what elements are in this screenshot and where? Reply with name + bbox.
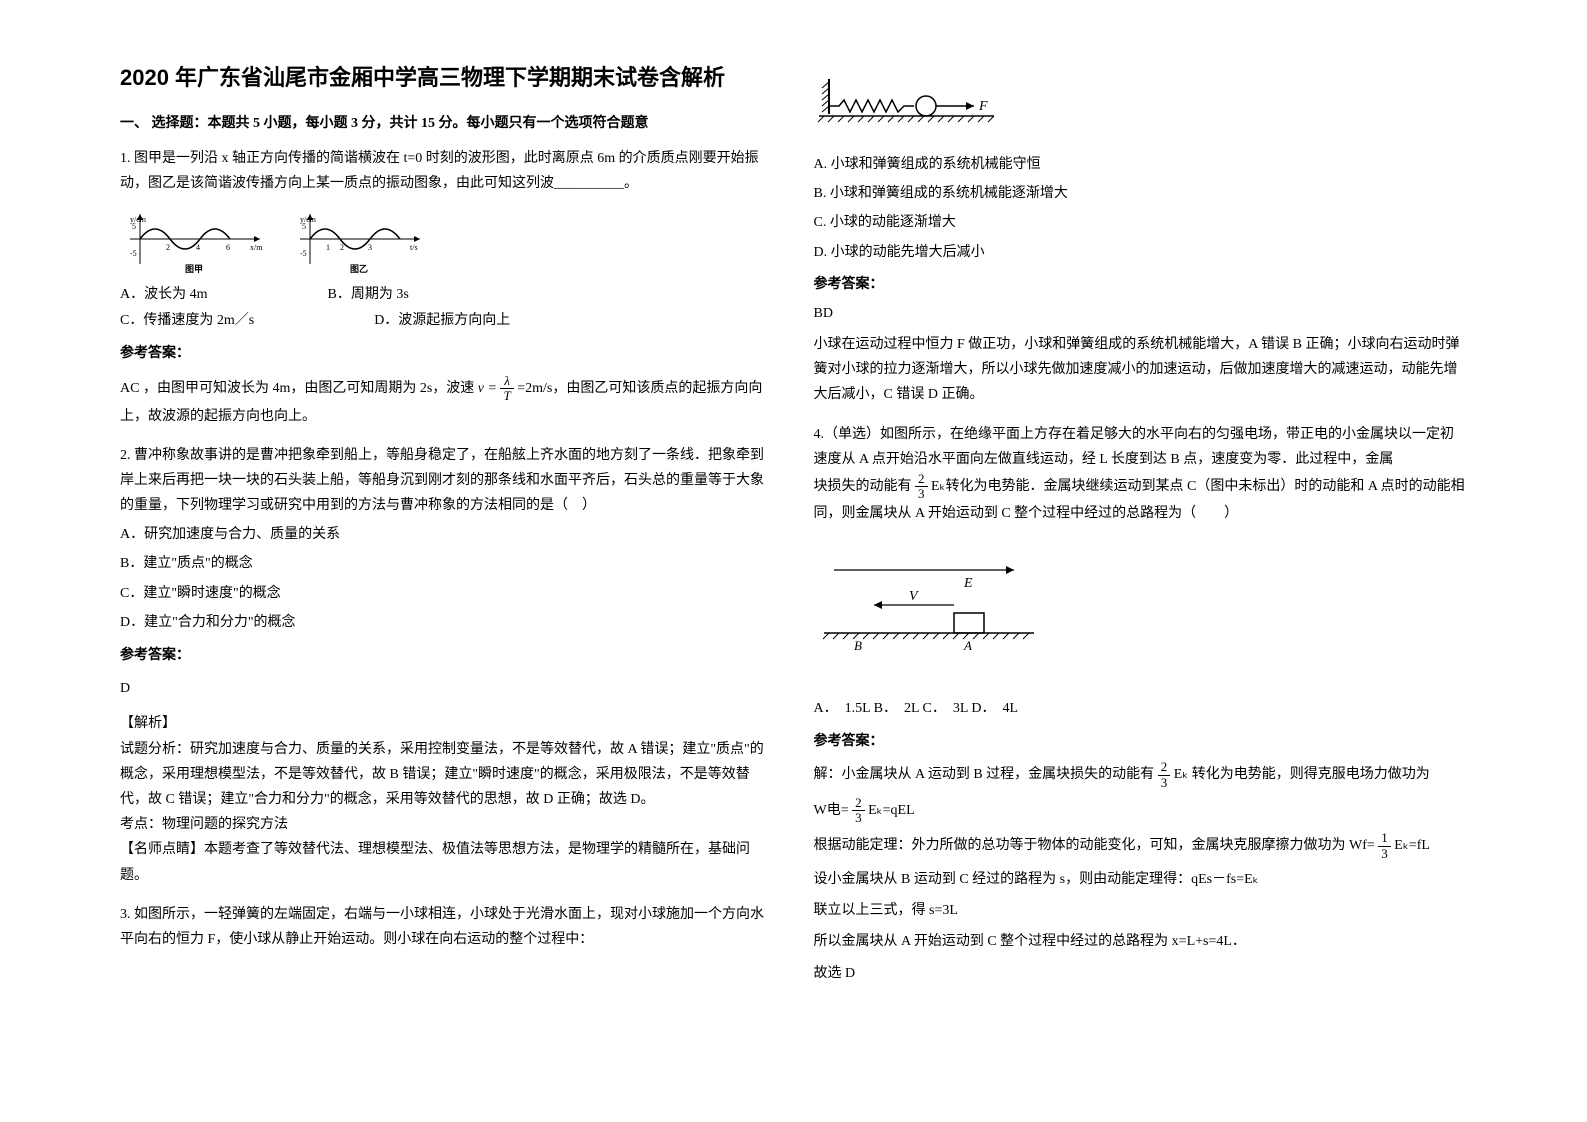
q4-optC: C． 3L: [923, 701, 968, 716]
wave1-x6: 6: [226, 243, 230, 252]
field-A: A: [963, 638, 972, 653]
wave2-x1: 1: [326, 243, 330, 252]
q3-optC: C. 小球的动能逐渐增大: [814, 210, 1468, 235]
q2-analysis-label: 【解析】: [120, 711, 774, 736]
field-E: E: [963, 576, 973, 591]
q4-frac23a: 23: [915, 472, 928, 502]
q1-answer-head: AC ，由图甲可知波长为 4m，由图乙可知周期为 2s，波速: [120, 381, 478, 396]
q3-optA: A. 小球和弹簧组成的系统机械能守恒: [814, 152, 1468, 177]
q4-frac23b: 23: [1158, 760, 1171, 790]
spring-svg: F: [814, 74, 1014, 129]
q4-sol-p5: 联立以上三式，得 s=3L: [814, 898, 1468, 923]
wave1-tick-5: -5: [130, 249, 137, 258]
q4-stem-p2-post: Eₖ转化为电势能．金属块继续运动到某点 C（图中未标出）时的动能和 A 点时的动…: [814, 479, 1465, 522]
q4-options: A． 1.5L B． 2L C． 3L D． 4L: [814, 696, 1468, 721]
q1-optD: D．波源起振方向向上: [374, 308, 510, 333]
section-1-header: 一、 选择题：本题共 5 小题，每小题 3 分，共计 15 分。每小题只有一个选…: [120, 112, 774, 132]
q4-sol-p1-pre: 解：小金属块从 A 运动到 B 过程，金属块损失的动能有: [814, 767, 1155, 782]
wave-graphs-svg: y/cm x/m 5 -5 2 4 6 图甲 y/cm: [120, 204, 440, 274]
q4-sol-p7: 故选 D: [814, 961, 1468, 986]
field-B: B: [854, 638, 862, 653]
q1-formula: v = λT: [478, 381, 514, 396]
q4-frac23c: 23: [852, 796, 865, 826]
q2-optA: A．研究加速度与合力、质量的关系: [120, 522, 774, 547]
q1-optB: B．周期为 3s: [328, 282, 409, 307]
document-title: 2020 年广东省汕尾市金厢中学高三物理下学期期末试卷含解析: [120, 60, 774, 92]
field-V: V: [909, 589, 919, 604]
q2-analysis-p1: 试题分析：研究加速度与合力、质量的关系，采用控制变量法，不是等效替代，故 A 错…: [120, 737, 774, 813]
q4-sol-p2-post: Eₖ=qEL: [868, 803, 915, 818]
q2-optC: C．建立"瞬时速度"的概念: [120, 581, 774, 606]
q1-options-row2: C．传播速度为 2m／s D．波源起振方向向上: [120, 308, 774, 333]
q4-stem-p1: 4.（单选）如图所示，在绝缘平面上方存在着足够大的水平向右的匀强电场，带正电的小…: [814, 422, 1468, 472]
question-1: 1. 图甲是一列沿 x 轴正方向传播的简谐横波在 t=0 时刻的波形图，此时离原…: [120, 146, 774, 429]
q4-sol-p1-post: Eₖ 转化为电势能，则得克服电场力做功为: [1174, 767, 1430, 782]
right-column: F A. 小球和弹簧组成的系统机械能守恒 B. 小球和弹簧组成的系统机械能逐渐增…: [794, 60, 1488, 1062]
q2-dianping: 【名师点睛】本题考查了等效替代法、理想模型法、极值法等思想方法，是物理学的精髓所…: [120, 837, 774, 887]
question-2: 2. 曹冲称象故事讲的是曹冲把象牵到船上，等船身稳定了，在船舷上齐水面的地方刻了…: [120, 443, 774, 888]
q1-answer: AC ，由图甲可知波长为 4m，由图乙可知周期为 2s，波速 v = λT =2…: [120, 374, 774, 429]
q4-answer-label: 参考答案：: [814, 729, 1468, 754]
q2-kaodian: 考点：物理问题的探究方法: [120, 812, 774, 837]
q1-figure: y/cm x/m 5 -5 2 4 6 图甲 y/cm: [120, 204, 440, 274]
q4-sol-p3: 根据动能定理：外力所做的总功等于物体的动能变化，可知，金属块克服摩擦力做功为 W…: [814, 831, 1468, 861]
q2-answer-letter: D: [120, 676, 774, 701]
q2-optD: D．建立"合力和分力"的概念: [120, 610, 774, 635]
q4-stem-p2-pre: 块损失的动能有: [814, 479, 912, 494]
q1-stem-text: 1. 图甲是一列沿 x 轴正方向传播的简谐横波在 t=0 时刻的波形图，此时离原…: [120, 151, 759, 191]
q4-sol-p2: W电= 23 Eₖ=qEL: [814, 796, 1468, 826]
wave2-tick5: 5: [302, 222, 306, 231]
q2-optB: B．建立"质点"的概念: [120, 551, 774, 576]
wave1-x2: 2: [166, 243, 170, 252]
q4-optB: B． 2L: [874, 701, 919, 716]
q4-optA: A． 1.5L: [814, 701, 871, 716]
spring-F-label: F: [978, 99, 988, 114]
q2-answer-label: 参考答案：: [120, 643, 774, 668]
q4-sol-p3-post: Eₖ=fL: [1394, 838, 1430, 853]
wave1-tick5: 5: [132, 222, 136, 231]
q3-optD: D. 小球的动能先增大后减小: [814, 240, 1468, 265]
q3-explain: 小球在运动过程中恒力 F 做正功，小球和弹簧组成的系统机械能增大，A 错误 B …: [814, 332, 1468, 408]
q4-sol-p2-pre: W电=: [814, 803, 849, 818]
q4-sol-p3-pre: 根据动能定理：外力所做的总功等于物体的动能变化，可知，金属块克服摩擦力做功为 W…: [814, 838, 1375, 853]
q3-optB: B. 小球和弹簧组成的系统机械能逐渐增大: [814, 181, 1468, 206]
q1-optC: C．传播速度为 2m／s: [120, 308, 254, 333]
q4-figure: E V: [814, 535, 1054, 675]
question-3-stem: 3. 如图所示，一轻弹簧的左端固定，右端与一小球相连，小球处于光滑水面上，现对小…: [120, 902, 774, 952]
wave1-caption: 图甲: [185, 264, 203, 274]
q3-answer-letter: BD: [814, 301, 1468, 326]
question-4: 4.（单选）如图所示，在绝缘平面上方存在着足够大的水平向右的匀强电场，带正电的小…: [814, 422, 1468, 986]
q1-optA: A．波长为 4m: [120, 282, 208, 307]
q4-sol-p6: 所以金属块从 A 开始运动到 C 整个过程中经过的总路程为 x=L+s=4L．: [814, 929, 1468, 954]
wave2-tick-5: -5: [300, 249, 307, 258]
wave2-xlabel: t/s: [410, 243, 418, 252]
q3-figure: F: [814, 68, 1014, 135]
wave2-caption: 图乙: [350, 264, 368, 274]
q1-stem: 1. 图甲是一列沿 x 轴正方向传播的简谐横波在 t=0 时刻的波形图，此时离原…: [120, 146, 774, 196]
q1-answer-label: 参考答案：: [120, 341, 774, 366]
q4-optD: D． 4L: [971, 701, 1018, 716]
q4-stem-p2: 块损失的动能有 23 Eₖ转化为电势能．金属块继续运动到某点 C（图中未标出）时…: [814, 472, 1468, 527]
q1-options-row1: A．波长为 4m B．周期为 3s: [120, 282, 774, 307]
wave1-x4: 4: [196, 243, 200, 252]
wave2-x2: 2: [340, 243, 344, 252]
wave1-xlabel: x/m: [250, 243, 263, 252]
q3-stem: 3. 如图所示，一轻弹簧的左端固定，右端与一小球相连，小球处于光滑水面上，现对小…: [120, 902, 774, 952]
q4-sol-p1: 解：小金属块从 A 运动到 B 过程，金属块损失的动能有 23 Eₖ 转化为电势…: [814, 760, 1468, 790]
q4-frac13: 13: [1378, 831, 1391, 861]
q4-sol-p4: 设小金属块从 B 运动到 C 经过的路程为 s，则由动能定理得：qEs－fs=E…: [814, 867, 1468, 892]
left-column: 2020 年广东省汕尾市金厢中学高三物理下学期期末试卷含解析 一、 选择题：本题…: [100, 60, 794, 1062]
q3-answer-label: 参考答案：: [814, 273, 1468, 293]
q2-stem: 2. 曹冲称象故事讲的是曹冲把象牵到船上，等船身稳定了，在船舷上齐水面的地方刻了…: [120, 443, 774, 519]
wave2-x3: 3: [368, 243, 372, 252]
field-svg: E V: [814, 545, 1054, 665]
